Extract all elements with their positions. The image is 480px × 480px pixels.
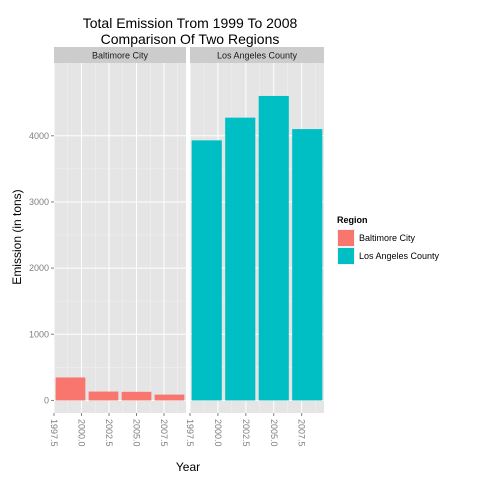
y-axis: 0 1000 2000 3000 4000: [29, 131, 54, 405]
legend-key: [338, 248, 354, 264]
x-tick-label: 2007.5: [297, 419, 307, 447]
x-tick-label: 1997.5: [49, 419, 59, 447]
chart-title-line-1: Total Emission Trom 1999 To 2008: [83, 15, 298, 31]
x-tick-label: 2007.5: [159, 419, 169, 447]
facet-strip-label: Los Angeles County: [217, 51, 298, 61]
y-axis-title: Emission (in tons): [10, 189, 24, 284]
y-tick-label: 1000: [29, 329, 49, 339]
y-tick-label: 3000: [29, 197, 49, 207]
facet-strip-label: Baltimore City: [92, 51, 149, 61]
bar: [55, 377, 86, 401]
x-axis-title: Year: [176, 460, 200, 474]
legend-key: [338, 230, 354, 246]
x-tick-label: 2000.0: [77, 419, 87, 447]
bar: [292, 129, 323, 401]
x-tick-label: 2005.0: [132, 419, 142, 447]
facets: Baltimore City 1997.5 2000.0 2002.5 2005.0 20…: [49, 47, 324, 447]
facet-strip: [190, 47, 324, 63]
legend: Region Baltimore City Los Angeles County: [337, 215, 440, 265]
legend-title: Region: [337, 215, 368, 225]
legend-label: Los Angeles County: [359, 251, 440, 261]
y-tick-label: 0: [44, 395, 49, 405]
chart-title-line-2: Comparison Of Two Regions: [101, 31, 280, 47]
bar: [121, 391, 152, 401]
bar: [88, 391, 119, 401]
y-tick-label: 2000: [29, 263, 49, 273]
bar: [154, 394, 185, 401]
panel-background: [54, 63, 186, 413]
facet-strip: [54, 47, 186, 63]
facet-panel-1: Los Angeles County 1997.5 2000.0 2002.5 2005…: [185, 47, 324, 447]
x-tick-label: 2005.0: [269, 419, 279, 447]
bar: [225, 117, 256, 401]
x-tick-label: 2002.5: [104, 419, 114, 447]
bar: [191, 140, 222, 401]
y-tick-label: 4000: [29, 131, 49, 141]
x-tick-label: 2002.5: [241, 419, 251, 447]
x-tick-label: 1997.5: [185, 419, 195, 447]
facet-panel-0: Baltimore City 1997.5 2000.0 2002.5 2005.0 20…: [49, 47, 186, 447]
x-tick-label: 2000.0: [213, 419, 223, 447]
legend-label: Baltimore City: [359, 233, 416, 243]
bar: [258, 95, 289, 401]
